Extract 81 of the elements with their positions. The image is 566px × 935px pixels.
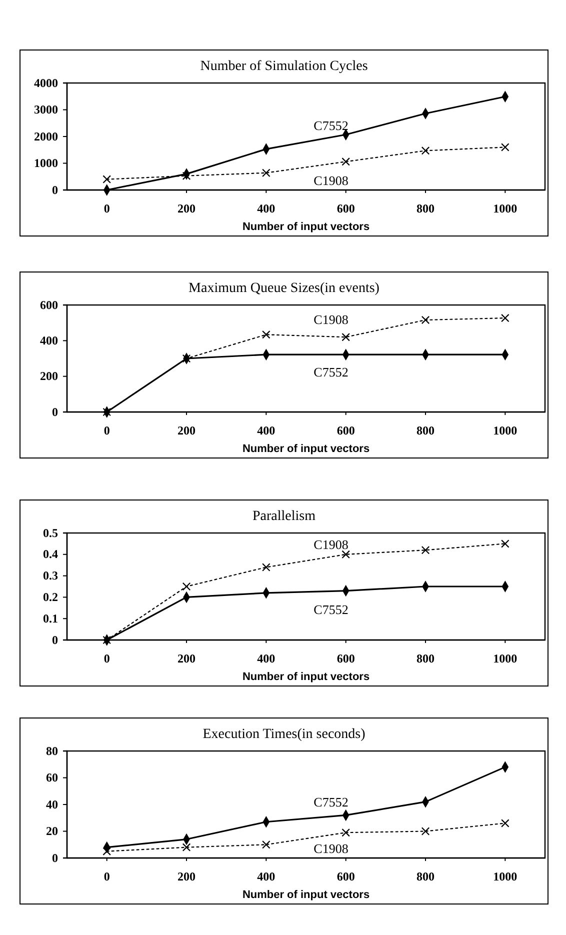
x-tick-label: 1000 <box>493 202 518 216</box>
chart-title: Number of Simulation Cycles <box>200 59 368 74</box>
x-tick-label: 1000 <box>493 424 518 438</box>
point <box>422 827 430 836</box>
y-tick-label: 20 <box>46 824 58 838</box>
y-tick-label: 60 <box>46 770 58 785</box>
y-tick-label: 400 <box>40 334 58 348</box>
x-axis-title: Number of input vectors <box>242 221 370 233</box>
series-label: C7552 <box>314 602 348 617</box>
x-tick-label: 800 <box>416 652 434 666</box>
x-tick-label: 600 <box>336 652 355 666</box>
x-tick-label: 600 <box>336 424 355 438</box>
x-axis-title: Number of input vectors <box>242 671 370 683</box>
y-tick-label: 2000 <box>34 129 58 144</box>
x-tick-label: 1000 <box>493 870 518 884</box>
x-tick-label: 800 <box>416 870 434 884</box>
x-tick-label: 600 <box>336 202 355 216</box>
point <box>501 314 510 322</box>
series-label: C1908 <box>314 841 348 856</box>
series-label: C1908 <box>314 312 348 327</box>
x-axis-title: Number of input vectors <box>242 443 370 455</box>
series-label: C1908 <box>314 173 348 188</box>
x-tick-label: 400 <box>257 202 276 216</box>
point <box>182 172 190 180</box>
x-tick-label: 0 <box>104 870 110 884</box>
point <box>102 847 111 856</box>
y-tick-label: 3000 <box>34 102 58 117</box>
point <box>422 146 430 155</box>
y-tick-label: 40 <box>46 797 58 812</box>
point <box>262 563 270 572</box>
point <box>342 333 350 342</box>
point <box>422 546 430 554</box>
y-tick-label: 0.1 <box>43 611 58 626</box>
x-tick-label: 1000 <box>493 652 518 666</box>
y-tick-label: 0 <box>52 404 58 419</box>
y-tick-label: 0.2 <box>43 590 58 604</box>
point <box>501 540 510 548</box>
point <box>182 582 190 590</box>
x-tick-label: 0 <box>104 202 110 216</box>
y-tick-label: 0 <box>52 850 58 865</box>
chart-title: Maximum Queue Sizes(in events) <box>188 281 380 296</box>
series-label: C7552 <box>314 364 348 380</box>
point <box>342 828 350 837</box>
y-tick-label: 1000 <box>34 156 58 170</box>
x-tick-label: 0 <box>104 652 110 666</box>
x-tick-label: 200 <box>178 652 196 666</box>
chart-title: Parallelism <box>252 509 316 524</box>
y-tick-label: 0 <box>52 632 58 647</box>
x-tick-label: 0 <box>104 424 110 438</box>
point <box>342 158 350 166</box>
x-tick-label: 200 <box>178 870 196 884</box>
point <box>262 330 270 339</box>
y-tick-label: 0.3 <box>43 568 58 583</box>
point <box>501 143 510 152</box>
y-tick-label: 0.4 <box>43 547 58 562</box>
series-label: C7552 <box>314 794 348 810</box>
y-tick-label: 0.5 <box>43 526 58 540</box>
x-tick-label: 800 <box>416 424 434 438</box>
x-tick-label: 200 <box>178 202 196 216</box>
x-tick-label: 400 <box>257 424 276 438</box>
point <box>342 550 350 558</box>
x-tick-label: 400 <box>257 652 276 666</box>
point <box>262 840 270 849</box>
point <box>262 168 270 177</box>
y-tick-label: 600 <box>40 298 58 312</box>
series-label: C1908 <box>314 536 348 552</box>
y-tick-label: 4000 <box>34 76 58 90</box>
x-tick-label: 400 <box>257 870 276 884</box>
x-tick-label: 200 <box>178 424 196 438</box>
point <box>501 819 510 828</box>
x-axis-title: Number of input vectors <box>242 889 370 901</box>
y-tick-label: 200 <box>40 369 58 384</box>
series-label: C7552 <box>314 118 348 133</box>
x-tick-label: 800 <box>416 202 434 216</box>
point <box>422 316 430 324</box>
chart-title: Execution Times(in seconds) <box>202 727 366 742</box>
x-tick-label: 600 <box>336 870 355 884</box>
y-tick-label: 0 <box>52 182 58 197</box>
point <box>182 843 190 852</box>
y-tick-label: 80 <box>46 744 58 758</box>
point <box>102 175 111 184</box>
